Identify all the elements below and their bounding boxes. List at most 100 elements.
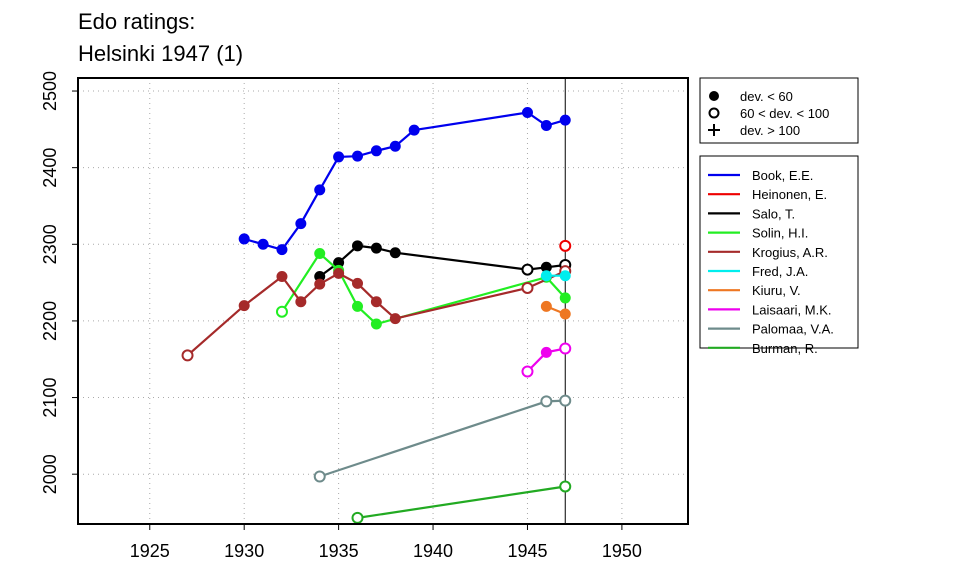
open-circle-icon — [708, 107, 720, 119]
series-legend-label: Book, E.E. — [752, 168, 813, 183]
point-book-e-e-1938 — [389, 140, 401, 152]
point-laisaari-m-k-1945 — [521, 365, 534, 378]
series-legend-entry-kiuru-v: Kiuru, V. — [708, 283, 801, 298]
marker-legend: dev. < 60 60 < dev. < 100 dev. > 100 — [699, 77, 859, 144]
point-book-e-e-1931 — [257, 238, 269, 250]
marker-legend-label: 60 < dev. < 100 — [740, 106, 829, 121]
point-fred-j-a-1946 — [540, 270, 552, 282]
series-legend-entry-book-e-e: Book, E.E. — [708, 168, 813, 183]
series-layer — [181, 106, 572, 524]
series-legend: Book, E.E. Heinonen, E. Salo, T. Solin, H.I… — [699, 155, 859, 356]
point-palomaa-v-a-1947 — [559, 394, 572, 407]
point-salo-t-1937 — [370, 242, 382, 254]
point-palomaa-v-a-1934 — [313, 470, 326, 483]
series-legend-label: Heinonen, E. — [752, 187, 827, 202]
series-legend-entry-krogius-a-r: Krogius, A.R. — [708, 245, 828, 260]
series-burman-r — [351, 480, 572, 524]
point-krogius-a-r-1933 — [295, 296, 307, 308]
plot-frame — [77, 77, 689, 525]
x-tick-label-1935: 1935 — [319, 541, 359, 561]
point-heinonen-e-1947 — [559, 239, 572, 252]
point-krogius-a-r-1936 — [352, 277, 364, 289]
point-burman-r-1936 — [351, 511, 364, 524]
point-book-e-e-1937 — [370, 145, 382, 157]
marker-legend-entry-dev-100: dev. > 100 — [708, 123, 800, 138]
point-book-e-e-1930 — [238, 233, 250, 245]
point-solin-h-i-1937 — [370, 318, 382, 330]
point-laisaari-m-k-1946 — [540, 346, 552, 358]
x-tick-label-1945: 1945 — [507, 541, 547, 561]
point-book-e-e-1935 — [333, 151, 345, 163]
grid — [78, 78, 688, 524]
series-legend-label: Krogius, A.R. — [752, 245, 828, 260]
chart-title-line-2: Helsinki 1947 (1) — [78, 41, 244, 66]
series-heinonen-e — [559, 239, 572, 252]
series-legend-entry-burman-r: Burman, R. — [708, 341, 818, 356]
point-krogius-a-r-1930 — [238, 300, 250, 312]
marker-legend-label: dev. > 100 — [740, 123, 800, 138]
y-tick-label-2500: 2500 — [40, 71, 60, 111]
filled-circle-icon — [709, 91, 719, 101]
series-legend-entry-palomaa-v-a: Palomaa, V.A. — [708, 322, 834, 337]
point-book-e-e-1946 — [540, 120, 552, 132]
point-krogius-a-r-1934 — [314, 278, 326, 290]
series-book-e-e — [238, 106, 571, 256]
plus-icon — [708, 124, 720, 136]
series-kiuru-v — [540, 300, 571, 320]
point-salo-t-1938 — [389, 247, 401, 259]
point-salo-t-1936 — [352, 240, 364, 252]
series-salo-t — [314, 240, 572, 282]
point-krogius-a-r-1932 — [276, 270, 288, 282]
point-salo-t-1945 — [521, 263, 534, 276]
point-krogius-a-r-1937 — [370, 296, 382, 308]
marker-legend-label: dev. < 60 — [740, 89, 793, 104]
x-axis: 1925 1930 1935 1940 1945 1950 — [130, 524, 642, 561]
chart-title: Edo ratings: Helsinki 1947 (1) — [78, 6, 243, 70]
series-legend-label: Palomaa, V.A. — [752, 322, 834, 337]
point-book-e-e-1933 — [295, 218, 307, 230]
x-tick-label-1930: 1930 — [224, 541, 264, 561]
point-solin-h-i-1936 — [352, 300, 364, 312]
series-legend-entry-solin-h-i: Solin, H.I. — [708, 226, 808, 241]
series-line-palomaa-v-a — [319, 399, 566, 478]
marker-legend-box — [699, 77, 859, 144]
point-krogius-a-r-1945 — [521, 281, 534, 294]
y-tick-label-2000: 2000 — [40, 454, 60, 494]
series-fred-j-a — [540, 270, 571, 282]
point-palomaa-v-a-1946 — [540, 395, 553, 408]
point-krogius-a-r-1927 — [181, 349, 194, 362]
series-legend-label: Kiuru, V. — [752, 283, 801, 298]
chart-title-line-1: Edo ratings: — [78, 9, 196, 34]
series-palomaa-v-a — [313, 394, 572, 483]
point-solin-h-i-1947 — [559, 292, 571, 304]
series-legend-label: Fred, J.A. — [752, 264, 808, 279]
point-book-e-e-1932 — [276, 244, 288, 256]
point-book-e-e-1947 — [559, 114, 571, 126]
series-legend-label: Laisaari, M.K. — [752, 302, 831, 317]
y-axis: 2000 2100 2200 2300 2400 2500 — [40, 71, 78, 494]
point-krogius-a-r-1935 — [333, 267, 345, 279]
series-laisaari-m-k — [521, 342, 572, 378]
point-book-e-e-1945 — [521, 106, 533, 118]
series-legend-entry-fred-j-a: Fred, J.A. — [708, 264, 808, 279]
x-tick-label-1950: 1950 — [602, 541, 642, 561]
series-krogius-a-r — [181, 265, 572, 362]
point-fred-j-a-1947 — [559, 270, 571, 282]
series-legend-label: Salo, T. — [752, 206, 795, 221]
x-tick-label-1925: 1925 — [130, 541, 170, 561]
point-kiuru-v-1947 — [559, 308, 571, 320]
series-legend-label: Solin, H.I. — [752, 226, 808, 241]
point-burman-r-1947 — [559, 480, 572, 493]
point-laisaari-m-k-1947 — [559, 342, 572, 355]
series-line-book-e-e — [243, 111, 566, 251]
x-tick-label-1940: 1940 — [413, 541, 453, 561]
point-solin-h-i-1932 — [275, 305, 288, 318]
point-solin-h-i-1934 — [314, 247, 326, 259]
point-kiuru-v-1946 — [540, 300, 552, 312]
series-legend-entry-heinonen-e: Heinonen, E. — [708, 187, 827, 202]
y-tick-label-2400: 2400 — [40, 148, 60, 188]
point-krogius-a-r-1938 — [389, 313, 401, 325]
series-legend-entry-laisaari-m-k: Laisaari, M.K. — [708, 302, 831, 317]
point-book-e-e-1936 — [352, 150, 364, 162]
